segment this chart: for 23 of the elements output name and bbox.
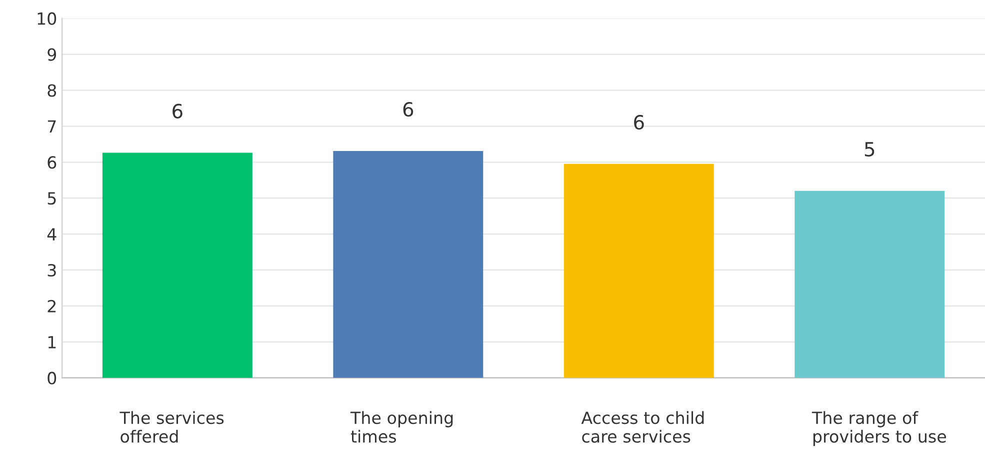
y-tick-label: 10 [38, 12, 56, 25]
x-tick-label: Access to child care services [581, 411, 704, 443]
data-label: 5 [864, 142, 874, 157]
x-tick-label: The opening times [350, 411, 453, 443]
y-tick-label: 2 [48, 300, 56, 312]
x-tick-label: The range of providers to use [812, 411, 946, 446]
y-tick-label: 1 [48, 336, 56, 348]
x-tick-label: The services offered [120, 411, 224, 443]
y-tick-label: 8 [48, 84, 56, 97]
bar [794, 190, 945, 378]
bar [333, 150, 484, 378]
y-tick-label: 3 [48, 264, 56, 277]
y-tick-label: 9 [48, 48, 56, 61]
y-tick-label: 0 [48, 372, 56, 384]
y-tick-label: 4 [47, 228, 56, 240]
data-label: 6 [172, 104, 182, 118]
y-tick-label: 6 [48, 156, 56, 169]
data-label: 6 [403, 102, 414, 117]
bar [102, 152, 252, 378]
y-tick-label: 7 [48, 120, 56, 133]
data-label: 6 [634, 114, 644, 130]
bar [564, 164, 714, 378]
y-tick-label: 5 [48, 192, 56, 205]
